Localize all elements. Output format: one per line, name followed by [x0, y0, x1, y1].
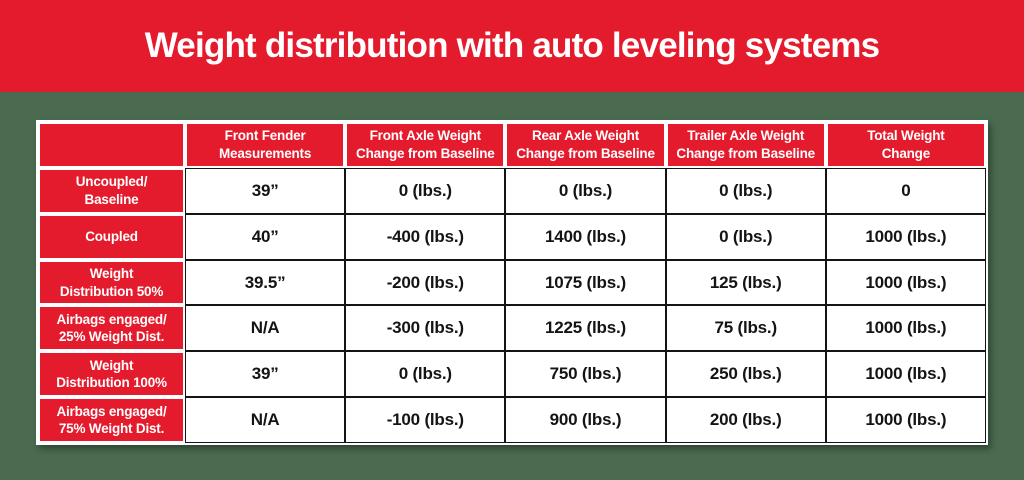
- table-cell: 750 (lbs.): [505, 351, 666, 398]
- column-header-front-fender-measurements: Front Fender Measurements: [185, 122, 346, 168]
- table-cell: 1400 (lbs.): [505, 213, 666, 260]
- table-cell: 0: [825, 168, 986, 214]
- table-cell: 1000 (lbs.): [825, 259, 986, 306]
- row-label-weight-distribution-100: Weight Distribution 100%: [38, 351, 185, 398]
- column-header-trailer-axle-weight-change: Trailer Axle Weight Change from Baseline: [665, 122, 826, 168]
- table-cell: 1000 (lbs.): [825, 351, 986, 398]
- table-cell: 0 (lbs.): [505, 168, 666, 214]
- row-label-coupled: Coupled: [38, 213, 185, 260]
- table-cell: 900 (lbs.): [505, 397, 666, 443]
- table-cell: -300 (lbs.): [345, 305, 506, 352]
- table-cell: N/A: [185, 305, 346, 352]
- table-cell: 0 (lbs.): [345, 351, 506, 398]
- row-label-airbags-engaged-75: Airbags engaged/ 75% Weight Dist.: [38, 397, 185, 443]
- table-cell: 0 (lbs.): [345, 168, 506, 214]
- table-cell: 1000 (lbs.): [825, 305, 986, 352]
- weight-distribution-table: Front Fender Measurements Front Axle Wei…: [36, 120, 988, 445]
- table-cell: 40”: [185, 213, 346, 260]
- table-cell: N/A: [185, 397, 346, 443]
- column-header-total-weight-change: Total Weight Change: [825, 122, 986, 168]
- table-cell: -100 (lbs.): [345, 397, 506, 443]
- table-cell: 250 (lbs.): [665, 351, 826, 398]
- table-cell: 200 (lbs.): [665, 397, 826, 443]
- page-title: Weight distribution with auto leveling s…: [144, 26, 880, 65]
- table-cell: 1225 (lbs.): [505, 305, 666, 352]
- table-cell: 1000 (lbs.): [825, 213, 986, 260]
- column-header-front-axle-weight-change: Front Axle Weight Change from Baseline: [345, 122, 506, 168]
- table-cell: 1000 (lbs.): [825, 397, 986, 443]
- row-label-weight-distribution-50: Weight Distribution 50%: [38, 259, 185, 306]
- column-header-rear-axle-weight-change: Rear Axle Weight Change from Baseline: [505, 122, 666, 168]
- table-cell: 75 (lbs.): [665, 305, 826, 352]
- row-label-uncoupled-baseline: Uncoupled/ Baseline: [38, 168, 185, 214]
- table-cell: 39”: [185, 168, 346, 214]
- table-cell: 0 (lbs.): [665, 168, 826, 214]
- table-cell: 0 (lbs.): [665, 213, 826, 260]
- table-cell: -400 (lbs.): [345, 213, 506, 260]
- table-cell: 39”: [185, 351, 346, 398]
- table-cell: 1075 (lbs.): [505, 259, 666, 306]
- row-label-airbags-engaged-25: Airbags engaged/ 25% Weight Dist.: [38, 305, 185, 352]
- table-cell: -200 (lbs.): [345, 259, 506, 306]
- table-cell: 125 (lbs.): [665, 259, 826, 306]
- table-cell: 39.5”: [185, 259, 346, 306]
- table-corner-cell: [38, 122, 185, 168]
- title-banner: Weight distribution with auto leveling s…: [0, 0, 1024, 92]
